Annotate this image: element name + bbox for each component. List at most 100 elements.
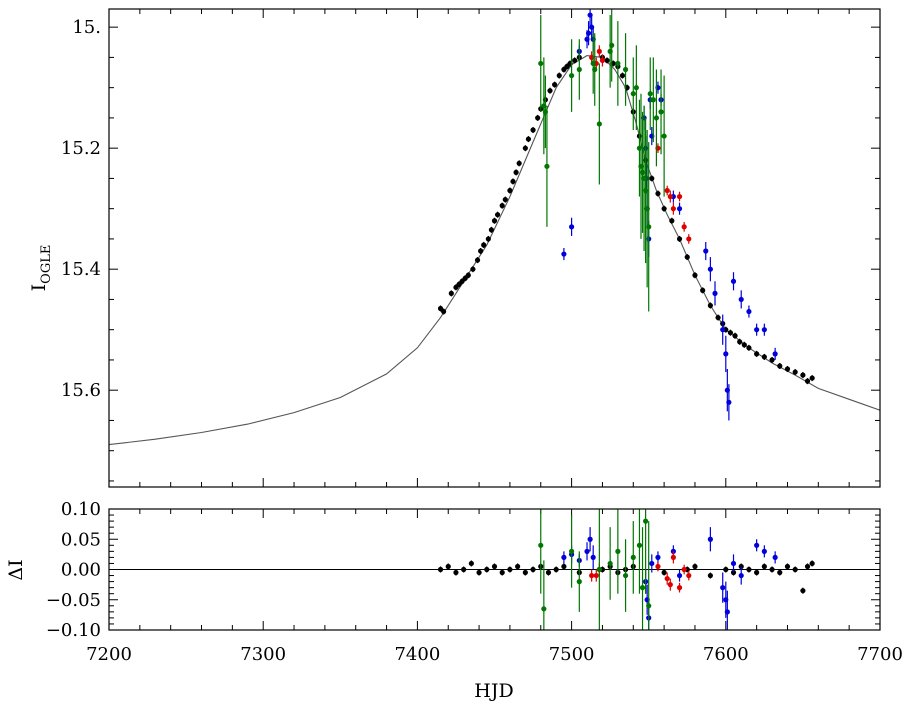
- data-point: [792, 369, 798, 375]
- data-point: [769, 566, 775, 573]
- data-point: [437, 566, 444, 573]
- data-point: [653, 115, 660, 121]
- data-point: [525, 136, 532, 142]
- data-point: [761, 548, 767, 554]
- data-point: [494, 212, 501, 218]
- data-point: [738, 296, 744, 303]
- data-point: [754, 569, 760, 576]
- data-point: [589, 572, 595, 579]
- data-point: [476, 569, 482, 576]
- data-point: [712, 290, 718, 296]
- data-point: [800, 588, 806, 594]
- data-point: [655, 563, 661, 570]
- data-point: [646, 603, 652, 609]
- data-point: [676, 572, 683, 579]
- data-point: [715, 314, 721, 321]
- y-tick-label: −0.10: [46, 620, 101, 641]
- data-point: [552, 82, 558, 88]
- data-point: [723, 566, 729, 573]
- data-point: [700, 287, 706, 293]
- data-point: [784, 563, 791, 570]
- x-tick-label: 7600: [703, 644, 749, 665]
- light-curve-points: [437, 9, 815, 421]
- data-point: [707, 266, 713, 272]
- data-point: [754, 351, 760, 357]
- light-curve-frame: [108, 8, 881, 488]
- data-point: [630, 91, 636, 97]
- data-point: [547, 88, 553, 94]
- data-point: [576, 66, 582, 73]
- data-point: [596, 566, 602, 573]
- residuals-y-axis-title: ΔI: [5, 559, 27, 580]
- data-point: [491, 218, 498, 224]
- data-point: [448, 290, 454, 296]
- data-point: [607, 560, 613, 567]
- data-point: [703, 248, 709, 254]
- data-point: [502, 196, 508, 203]
- data-point: [664, 187, 670, 194]
- data-point: [676, 236, 683, 242]
- y-tick-label: 0.00: [61, 560, 101, 581]
- data-point: [593, 572, 599, 579]
- data-point: [676, 193, 683, 200]
- data-point: [507, 187, 513, 194]
- data-point: [507, 566, 513, 573]
- data-point: [667, 193, 673, 200]
- data-point: [707, 536, 713, 542]
- data-point: [609, 42, 615, 48]
- data-point: [639, 585, 646, 591]
- data-point: [599, 57, 606, 64]
- data-point: [670, 206, 676, 212]
- data-point: [737, 339, 743, 345]
- data-point: [538, 60, 544, 67]
- data-point: [670, 554, 676, 561]
- light-curve-y-axis-title: IOGLE: [28, 245, 54, 292]
- data-point: [453, 569, 459, 576]
- data-point: [726, 399, 732, 405]
- data-point: [596, 48, 602, 54]
- light-curve-panel: 15. 15.2 15.4 15.6 IOGLE: [28, 8, 881, 488]
- data-point: [761, 563, 767, 570]
- data-point: [754, 542, 760, 548]
- data-point: [478, 248, 484, 254]
- residuals-points: [437, 509, 815, 630]
- y-tick-label: 15.: [72, 17, 101, 38]
- y-tick-label: 0.05: [61, 529, 101, 550]
- x-tick-label: 7400: [394, 644, 440, 665]
- data-point: [544, 163, 550, 169]
- data-point: [445, 563, 451, 570]
- data-point: [676, 206, 683, 212]
- data-point: [585, 30, 592, 36]
- data-point: [569, 548, 575, 554]
- data-point: [561, 554, 567, 561]
- x-axis-title: HJD: [474, 680, 513, 702]
- data-point: [481, 242, 487, 248]
- y-axis-title-subscript: OGLE: [39, 245, 54, 284]
- data-point: [720, 327, 726, 333]
- data-point: [590, 554, 596, 561]
- data-point: [561, 563, 567, 570]
- data-point: [732, 333, 738, 339]
- data-point: [723, 351, 729, 357]
- x-tick-label: 7700: [857, 644, 903, 665]
- data-point: [633, 85, 639, 91]
- data-point: [592, 66, 598, 73]
- light-curve-y-tick-labels: 15. 15.2 15.4 15.6: [61, 17, 101, 401]
- data-point: [720, 585, 726, 591]
- data-point: [738, 572, 744, 579]
- data-point: [572, 57, 578, 64]
- data-point: [661, 133, 667, 139]
- data-point: [553, 566, 559, 573]
- data-point: [649, 560, 655, 567]
- data-point: [746, 345, 752, 351]
- data-point: [730, 560, 737, 567]
- data-point: [761, 327, 767, 333]
- data-point: [561, 251, 567, 257]
- data-point: [777, 569, 783, 576]
- data-point: [661, 569, 667, 576]
- data-point: [777, 363, 783, 369]
- data-point: [569, 72, 575, 79]
- data-point: [596, 121, 602, 127]
- data-point: [474, 257, 481, 263]
- data-point: [515, 563, 521, 570]
